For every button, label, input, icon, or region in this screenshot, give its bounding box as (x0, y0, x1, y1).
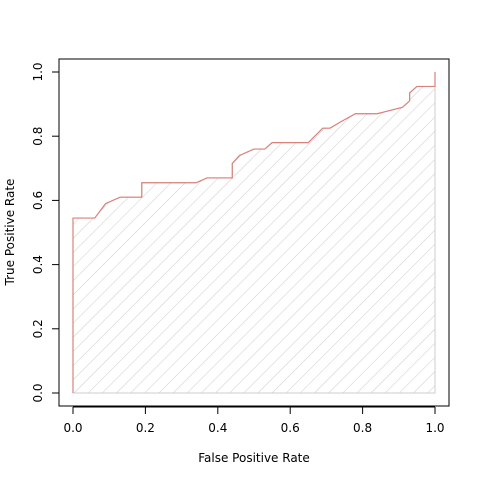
y-tick-label: 0.2 (31, 319, 45, 338)
y-tick-label: 0.0 (31, 383, 45, 402)
curve-layer (72, 72, 436, 393)
x-tick-label: 0.2 (136, 421, 155, 435)
x-tick-label: 0.6 (281, 421, 300, 435)
y-tick-label: 0.6 (31, 191, 45, 210)
x-axis-label: False Positive Rate (198, 451, 310, 465)
x-tick-label: 1.0 (425, 421, 444, 435)
x-axis: 0.0 0.2 0.4 0.6 0.8 1.0 (63, 406, 445, 435)
roc-curve (72, 72, 436, 393)
x-tick-label: 0.8 (353, 421, 372, 435)
auc-area (72, 72, 436, 394)
y-axis: 0.0 0.2 0.4 0.6 0.8 1.0 (31, 62, 60, 403)
y-tick-label: 0.4 (31, 255, 45, 274)
y-axis-label: True Positive Rate (3, 179, 17, 287)
y-tick-label: 1.0 (31, 62, 45, 81)
y-tick-label: 0.8 (31, 127, 45, 146)
x-tick-label: 0.4 (208, 421, 227, 435)
x-tick-label: 0.0 (63, 421, 82, 435)
area-layer (72, 72, 436, 394)
